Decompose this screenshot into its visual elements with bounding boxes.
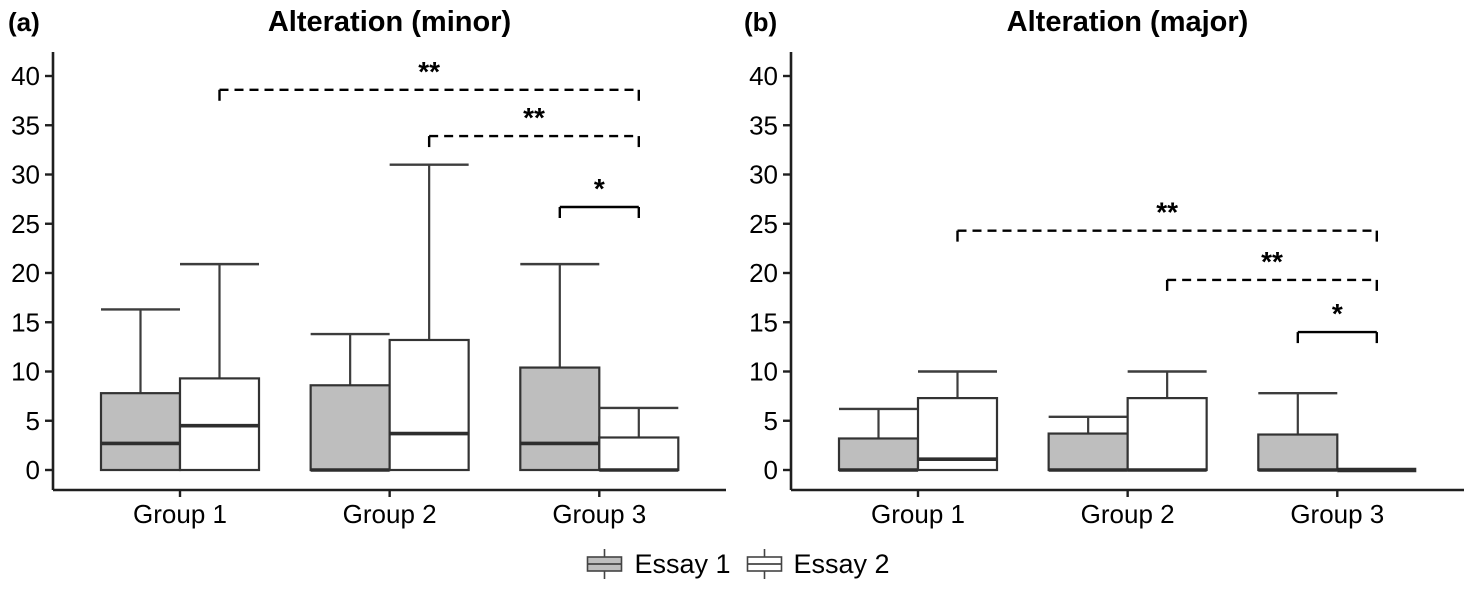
boxplot-box: [388, 338, 470, 472]
panel-a-title: Alteration (minor): [267, 6, 512, 38]
y-tick-label: 20: [749, 258, 778, 288]
boxplot-box: [309, 384, 391, 472]
boxplot-box: [1257, 433, 1339, 472]
boxplot-box: [519, 366, 601, 472]
y-tick-label: 25: [749, 209, 778, 239]
panel-b-label: (b): [744, 7, 778, 37]
boxplot-box: [598, 436, 680, 472]
x-axis-group-label: Group 3: [1290, 499, 1384, 529]
boxplot-key-icon: [746, 549, 782, 579]
boxplot-box: [1047, 432, 1129, 472]
y-tick-label: 30: [749, 160, 778, 190]
legend-label-essay2: Essay 2: [793, 548, 890, 579]
x-axis-group-label: Group 3: [552, 499, 646, 529]
y-tick-label: 10: [11, 357, 40, 387]
significance-label: **: [418, 56, 440, 87]
y-tick-label: 5: [764, 406, 778, 436]
boxplot-box: [99, 392, 182, 472]
y-tick-label: 20: [11, 258, 40, 288]
boxplot-box: [1126, 396, 1208, 472]
boxplot-box: [837, 437, 920, 472]
significance-label: **: [1261, 246, 1283, 277]
y-tick-label: 35: [11, 110, 40, 140]
panel-a-label: (a): [8, 7, 40, 37]
significance-label: *: [594, 173, 605, 204]
significance-label: **: [523, 102, 545, 133]
boxplot-key-icon: [587, 549, 623, 579]
legend-label-essay1: Essay 1: [634, 548, 731, 579]
significance-label: *: [1332, 298, 1343, 329]
y-tick-label: 30: [11, 160, 40, 190]
legend-item-essay2: Essay 2: [746, 547, 890, 581]
panel-b-title: Alteration (major): [1006, 6, 1249, 38]
x-axis-group-label: Group 2: [1081, 499, 1175, 529]
legend-item-essay1: Essay 1: [586, 547, 731, 581]
y-tick-label: 25: [11, 209, 40, 239]
y-tick-label: 5: [26, 406, 40, 436]
y-tick-label: 0: [764, 455, 778, 485]
y-tick-label: 35: [749, 110, 778, 140]
y-tick-label: 15: [11, 307, 40, 337]
y-tick-label: 40: [749, 61, 778, 91]
significance-label: **: [1156, 197, 1178, 228]
y-tick-label: 40: [11, 61, 40, 91]
y-tick-label: 10: [749, 357, 778, 387]
x-axis-group-label: Group 1: [871, 499, 965, 529]
y-tick-label: 15: [749, 307, 778, 337]
x-axis-group-label: Group 2: [343, 499, 437, 529]
y-tick-label: 0: [26, 455, 40, 485]
x-axis-group-label: Group 1: [133, 499, 227, 529]
legend: Essay 1 Essay 2: [0, 544, 1476, 584]
